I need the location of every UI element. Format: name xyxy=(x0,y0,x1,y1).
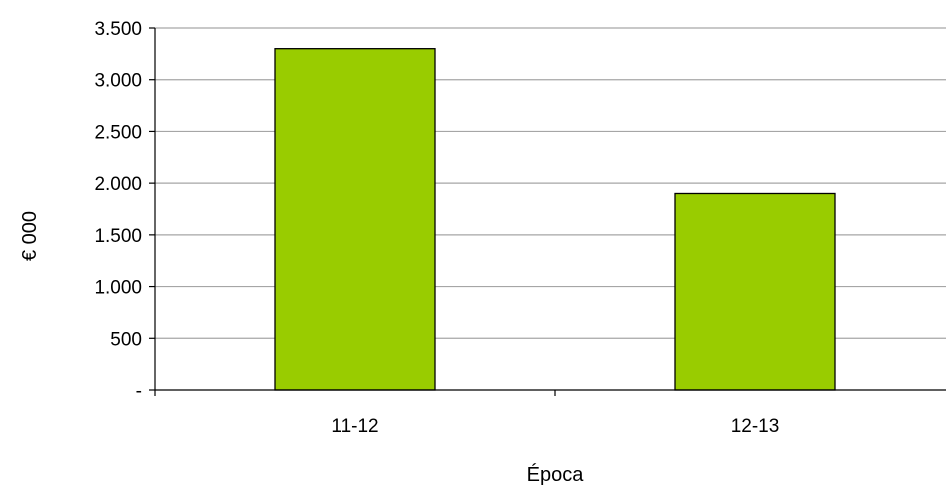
y-tick-label: - xyxy=(136,381,142,402)
y-tick-label: 500 xyxy=(110,329,142,350)
x-axis-title: Época xyxy=(527,463,585,485)
x-tick-label: 12-13 xyxy=(731,416,780,437)
y-axis-title: € 000 xyxy=(19,211,41,261)
y-tick-label: 2.000 xyxy=(94,174,142,195)
y-tick-label: 1.500 xyxy=(94,226,142,247)
x-tick-labels: 11-12 12-13 xyxy=(331,416,779,437)
y-tick-label: 1.000 xyxy=(94,278,142,299)
bar-11-12 xyxy=(275,49,435,390)
y-tick-label: 3.000 xyxy=(94,71,142,92)
y-tick-label: 2.500 xyxy=(94,122,142,143)
y-tick-label: 3.500 xyxy=(94,19,142,40)
bar-12-13 xyxy=(675,193,835,390)
x-tick-label: 11-12 xyxy=(331,416,378,437)
y-tick-labels: - 500 1.000 1.500 2.000 2.500 3.000 3.500 xyxy=(94,19,142,402)
